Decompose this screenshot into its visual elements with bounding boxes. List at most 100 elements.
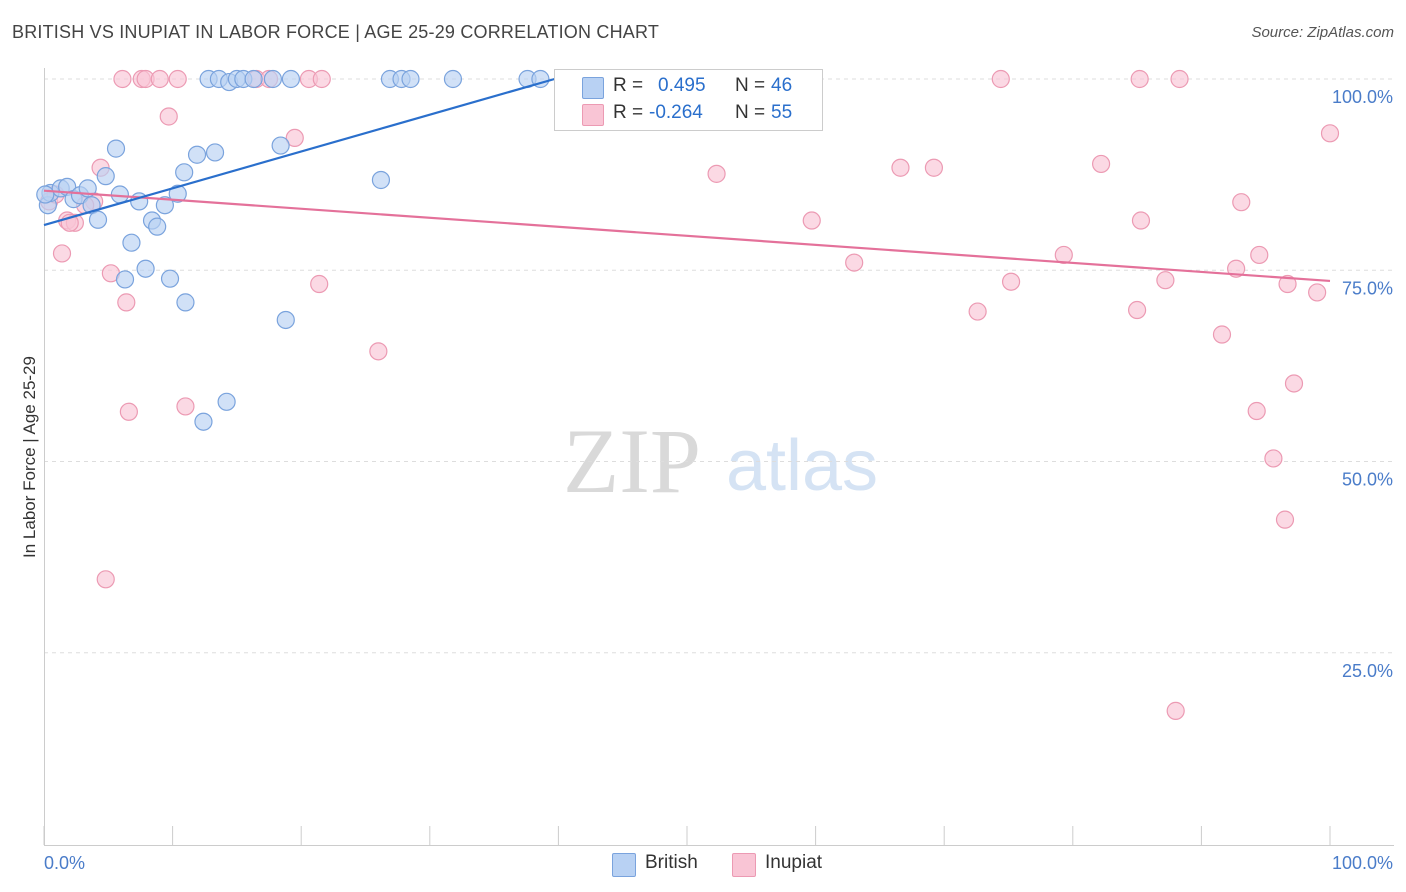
british-point bbox=[263, 69, 283, 89]
inupiat-point bbox=[991, 69, 1010, 89]
british-point bbox=[217, 392, 236, 411]
british-point bbox=[371, 170, 391, 190]
british-n-label: N = bbox=[735, 75, 766, 96]
british-point bbox=[160, 269, 180, 288]
inupiat-point bbox=[96, 570, 115, 589]
british-point bbox=[175, 163, 194, 182]
inupiat-point bbox=[1264, 449, 1283, 468]
bottom-legend-inupiat-label: Inupiat bbox=[765, 852, 823, 873]
british-point bbox=[96, 167, 115, 186]
british-point bbox=[168, 184, 187, 203]
inupiat-point bbox=[845, 253, 864, 272]
inupiat-point bbox=[113, 69, 132, 89]
inupiat-point bbox=[1170, 69, 1189, 89]
inupiat-point bbox=[285, 128, 304, 148]
british-r-value: 0.495 bbox=[658, 75, 706, 96]
british-point bbox=[88, 210, 108, 229]
inupiat-point bbox=[1127, 300, 1147, 320]
british-trend-line bbox=[43, 77, 555, 227]
chart-title: BRITISH VS INUPIAT IN LABOR FORCE | AGE … bbox=[12, 22, 660, 42]
inupiat-point bbox=[312, 69, 331, 89]
x-axis-ticks bbox=[43, 826, 1331, 845]
inupiat-point bbox=[176, 397, 195, 416]
inupiat-point bbox=[1001, 272, 1021, 291]
british-point bbox=[401, 69, 420, 89]
bottom-legend-british-label: British bbox=[645, 852, 698, 873]
inupiat-point bbox=[968, 302, 987, 321]
inupiat-point bbox=[369, 342, 388, 361]
british-point bbox=[136, 259, 155, 278]
y-tick-label: 100.0% bbox=[1332, 87, 1393, 107]
y-tick-label: 50.0% bbox=[1342, 470, 1393, 490]
inupiat-point bbox=[1156, 271, 1175, 290]
watermark-atlas: atlas bbox=[726, 426, 878, 506]
trend-lines bbox=[43, 77, 1331, 283]
inupiat-points bbox=[40, 69, 1340, 720]
axes bbox=[44, 68, 1394, 846]
inupiat-point bbox=[1247, 401, 1266, 421]
inupiat-point bbox=[1278, 274, 1297, 294]
inupiat-point bbox=[150, 69, 169, 89]
inupiat-trend-line bbox=[43, 189, 1331, 283]
british-point bbox=[276, 310, 295, 330]
british-point bbox=[115, 270, 135, 289]
inupiat-point bbox=[1250, 245, 1269, 265]
legend-row-british: R = 0.495 N = 46 bbox=[555, 74, 822, 101]
chart-source: Source: ZipAtlas.com bbox=[1251, 24, 1394, 41]
british-point bbox=[122, 233, 141, 252]
british-swatch bbox=[582, 77, 604, 99]
inupiat-point bbox=[1130, 69, 1149, 89]
inupiat-n-label: N = bbox=[735, 102, 766, 123]
inupiat-point bbox=[924, 158, 944, 177]
inupiat-point bbox=[802, 211, 821, 230]
inupiat-point bbox=[1166, 701, 1185, 720]
british-n-value: 46 bbox=[771, 75, 793, 96]
british-r-label: R = bbox=[613, 75, 644, 96]
grid-lines bbox=[44, 78, 1394, 654]
british-points bbox=[36, 69, 662, 431]
y-tick-label: 25.0% bbox=[1342, 661, 1393, 681]
x-tick-label-max: 100.0% bbox=[1332, 853, 1393, 873]
british-point bbox=[244, 69, 263, 89]
inupiat-r-label: R = bbox=[613, 102, 644, 123]
bottom-legend-inupiat-swatch bbox=[732, 853, 756, 877]
y-axis-label: In Labor Force | Age 25-29 bbox=[20, 356, 39, 558]
inupiat-point bbox=[1284, 374, 1304, 393]
british-point bbox=[106, 139, 126, 158]
british-point bbox=[271, 136, 290, 155]
correlation-legend: R = 0.495 N = 46 R = -0.264 N = 55 bbox=[554, 69, 823, 131]
inupiat-point bbox=[1232, 193, 1251, 212]
inupiat-point bbox=[891, 158, 910, 177]
inupiat-swatch bbox=[582, 104, 604, 126]
inupiat-point bbox=[1275, 510, 1295, 529]
british-point bbox=[194, 412, 213, 431]
inupiat-point bbox=[310, 274, 329, 294]
inupiat-point bbox=[159, 107, 178, 126]
british-point bbox=[187, 145, 207, 164]
inupiat-point bbox=[1091, 154, 1111, 174]
legend-row-inupiat: R = -0.264 N = 55 bbox=[555, 101, 822, 128]
inupiat-n-value: 55 bbox=[771, 102, 793, 123]
inupiat-point bbox=[168, 69, 187, 89]
british-point bbox=[443, 69, 463, 89]
british-point bbox=[36, 185, 55, 204]
british-point bbox=[155, 196, 174, 215]
british-point bbox=[176, 293, 195, 312]
bottom-legend-british-swatch bbox=[612, 853, 636, 877]
inupiat-point bbox=[707, 164, 726, 183]
inupiat-point bbox=[1054, 245, 1073, 265]
y-tick-labels: 25.0% 50.0% 75.0% 100.0% bbox=[1332, 87, 1393, 681]
inupiat-r-value: -0.264 bbox=[649, 102, 703, 123]
inupiat-point bbox=[1308, 283, 1327, 302]
inupiat-point bbox=[119, 402, 138, 421]
british-point bbox=[205, 143, 225, 162]
y-tick-label: 75.0% bbox=[1342, 278, 1393, 298]
inupiat-point bbox=[1320, 124, 1340, 143]
inupiat-point bbox=[117, 293, 136, 312]
inupiat-point bbox=[52, 244, 72, 263]
inupiat-point bbox=[1131, 211, 1151, 230]
british-point bbox=[281, 69, 301, 89]
x-tick-label-min: 0.0% bbox=[44, 853, 85, 873]
british-point bbox=[148, 217, 167, 236]
